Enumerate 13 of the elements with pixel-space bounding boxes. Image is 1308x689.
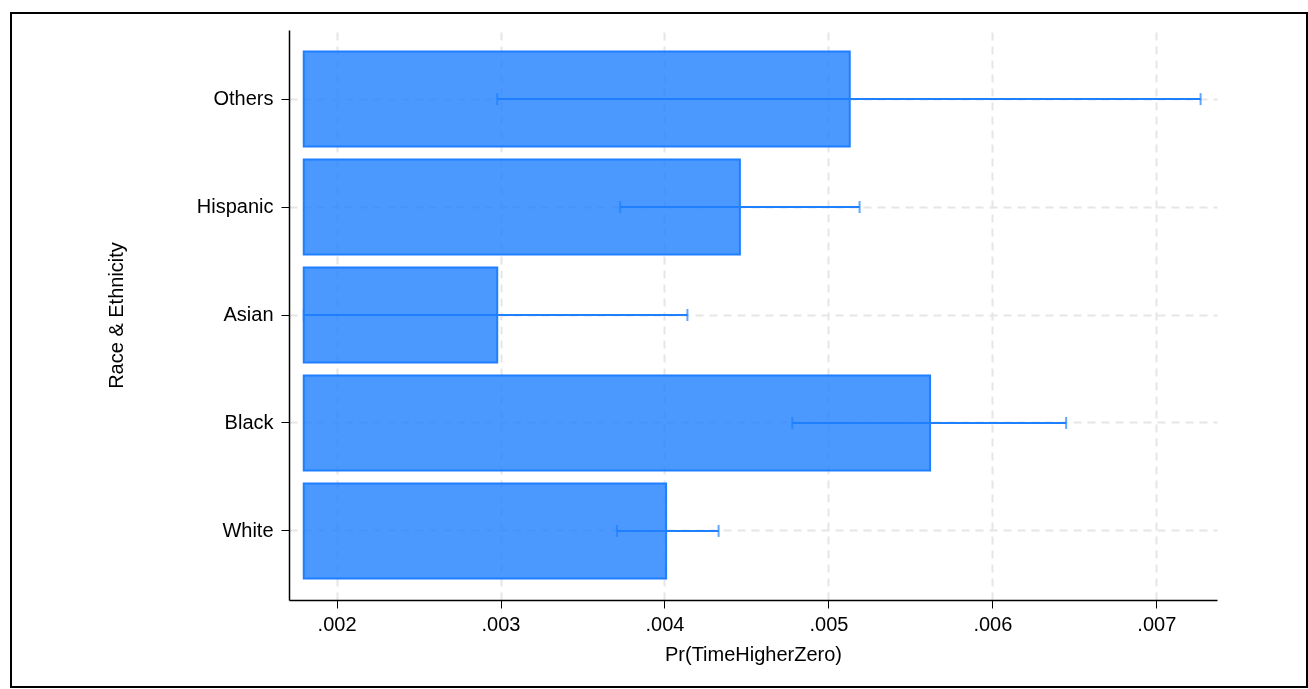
y-tick-label: White <box>222 518 274 541</box>
y-tick-label: Black <box>224 410 275 433</box>
y-tick-label: Others <box>213 87 274 110</box>
x-tick-label: .003 <box>481 612 521 635</box>
x-tick-label: .005 <box>809 612 849 635</box>
x-tick-label: .004 <box>645 612 685 635</box>
x-tick-label: .007 <box>1137 612 1177 635</box>
y-tick-label: Asian <box>223 303 274 325</box>
x-tick-label: .006 <box>973 612 1013 635</box>
x-tick-label: .002 <box>317 612 357 635</box>
y-tick-label: Hispanic <box>196 195 274 218</box>
x-axis-title: Pr(TimeHigherZero) <box>664 642 843 665</box>
y-axis-title: Race & Ethnicity <box>104 242 127 389</box>
